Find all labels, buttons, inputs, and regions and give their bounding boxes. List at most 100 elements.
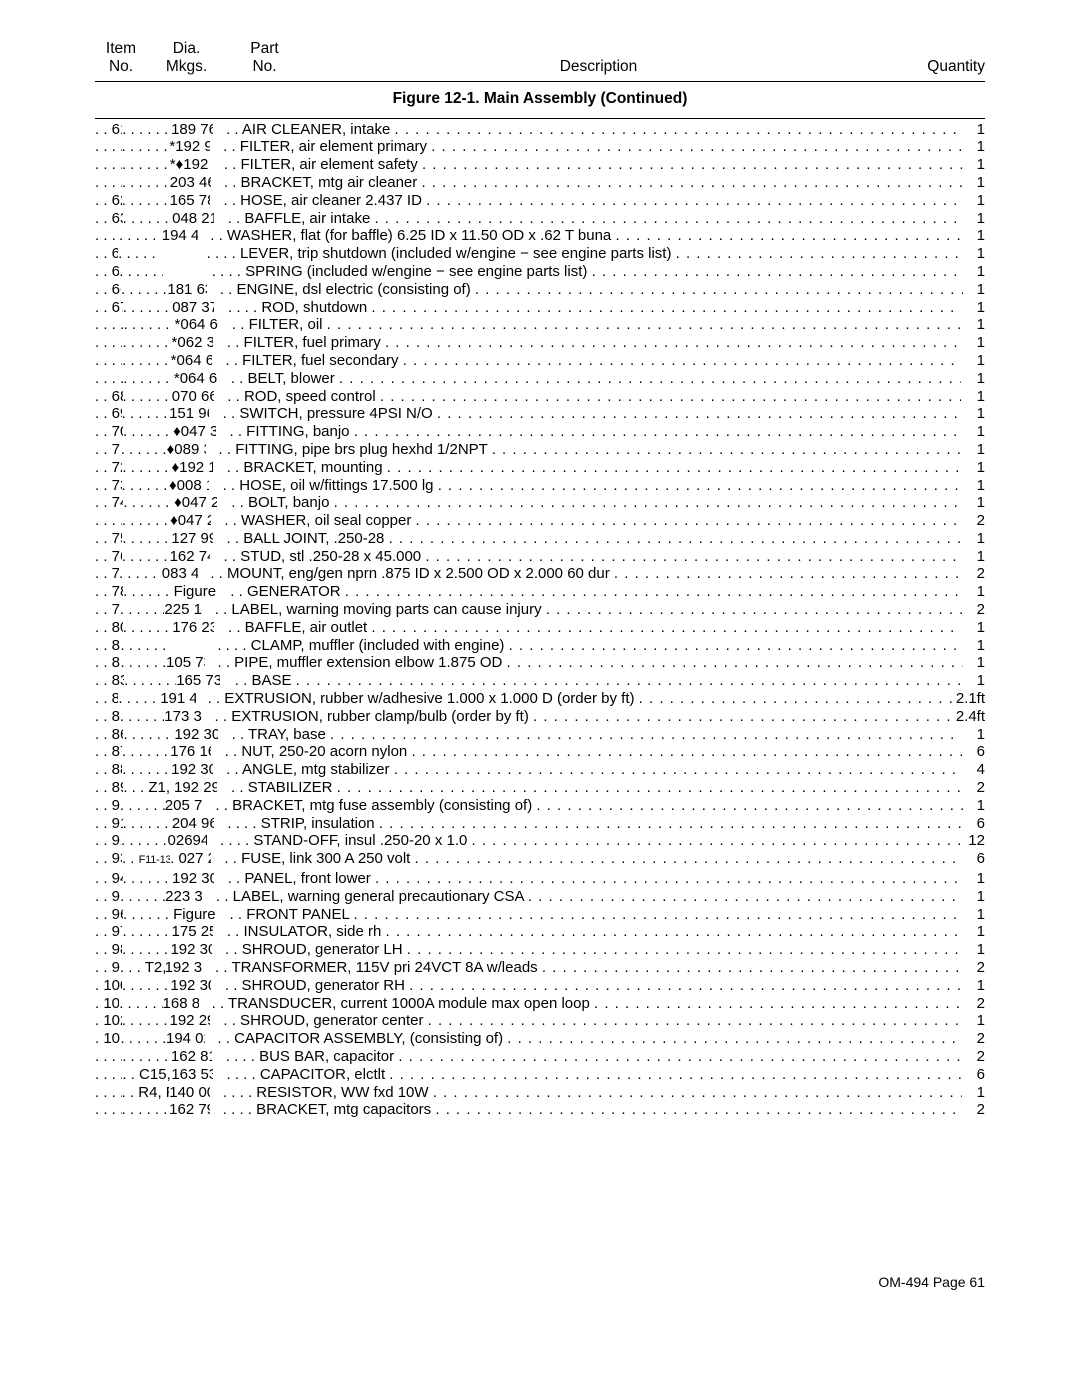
cell-qty: 1: [962, 156, 985, 174]
parts-row: . . . . . . . . . . . . . . . . . . . . …: [95, 227, 985, 245]
cell-part: 223 379: [165, 888, 203, 906]
cell-desc: . . SHROUD, generator LH . . . . . . . .…: [223, 941, 962, 959]
cell-qty: 1: [962, 1084, 985, 1102]
cell-dia: . . . . . . . . . . . . . . . . . . . . …: [119, 995, 162, 1013]
cell-sep: [207, 832, 218, 850]
cell-sep: [216, 906, 228, 924]
header-item-2: No.: [95, 58, 147, 76]
cell-desc: . . BRACKET, mtg air cleaner . . . . . .…: [222, 174, 962, 192]
cell-qty: 6: [961, 815, 985, 833]
parts-row: . . 80 . . . . . . . . . . . . . . . . .…: [95, 619, 985, 637]
cell-qty: 1: [964, 227, 985, 245]
cell-part: 162 817: [171, 1048, 212, 1066]
cell-part: ♦047 235: [170, 512, 211, 530]
cell-desc: . . FILTER, fuel secondary . . . . . . .…: [223, 352, 961, 370]
parts-row: . . . . . . . . . . . . . . . . . . . . …: [95, 334, 985, 352]
cell-qty: 1: [960, 316, 985, 334]
cell-item: . . 90 . . . . . . . . . . . . . . . . .…: [95, 797, 120, 815]
parts-row: . . 88 . . . . . . . . . . . . . . . . .…: [95, 761, 985, 779]
cell-desc: . . ENGINE, dsl electric (consisting of)…: [218, 281, 963, 299]
cell-item: . . 62 . . . . . . . . . . . . . . . . .…: [95, 192, 122, 210]
cell-desc: . . AIR CLEANER, intake . . . . . . . . …: [224, 121, 961, 139]
cell-desc: . . . . BUS BAR, capacitor . . . . . . .…: [224, 1048, 962, 1066]
cell-item: . . 93 . . . . . . . . . . . . . . . . .…: [95, 850, 122, 870]
cell-dia: . . R4, R6 . . . . . . . . . . . . . . .…: [122, 1084, 170, 1102]
cell-desc: . . STUD, stl .250-28 x 45.000 . . . . .…: [222, 548, 962, 566]
cell-sep: [202, 708, 213, 726]
cell-sep: [210, 138, 221, 156]
cell-part: [166, 637, 205, 655]
cell-qty: 1: [961, 299, 985, 317]
cell-dia: . . . . . . . . . . . . . . . . . . . . …: [123, 388, 172, 406]
cell-sep: [217, 370, 229, 388]
cell-part: 173 352: [164, 708, 202, 726]
cell-sep: [211, 156, 222, 174]
cell-qty: 1: [961, 334, 985, 352]
cell-item: . . 77 . . . . . . . . . . . . . . . . .…: [95, 565, 119, 583]
cell-qty: 2: [962, 512, 985, 530]
cell-qty: 2.1ft: [956, 690, 985, 708]
cell-item: . . 74 . . . . . . . . . . . . . . . . .…: [95, 494, 123, 512]
cell-sep: [210, 1101, 221, 1119]
cell-part: [163, 263, 200, 281]
parts-row: . . . . . . . . . . . . . . . . . . . . …: [95, 512, 985, 530]
cell-dia: . . . . . . . . . . . . . . . . . . . . …: [122, 174, 170, 192]
cell-item: . 102 . . . . . . . . . . . . . . . . . …: [95, 1012, 122, 1030]
cell-dia: . . . . . . . . . . . . . . . . . . . . …: [123, 583, 173, 601]
header-desc: Description: [307, 58, 890, 76]
cell-qty: 1: [962, 138, 985, 156]
parts-row: . . 81 . . . . . . . . . . . . . . . . .…: [95, 637, 985, 655]
cell-desc: . . BAFFLE, air intake . . . . . . . . .…: [226, 210, 961, 228]
cell-item: . . 66 . . . . . . . . . . . . . . . . .…: [95, 281, 121, 299]
cell-dia: . . . . . . . . . . . . . . . . . . . . …: [122, 923, 171, 941]
cell-sep: [213, 1066, 225, 1084]
cell-part: ♦047 361: [173, 423, 216, 441]
parts-row: . . 73 . . . . . . . . . . . . . . . . .…: [95, 477, 985, 495]
cell-dia: . . . Z1, Z2 . . . . . . . . . . . . . .…: [123, 779, 174, 797]
cell-dia: . . . . . . . . . . . . . . . . . . . . …: [122, 977, 170, 995]
cell-item: . . 81 . . . . . . . . . . . . . . . . .…: [95, 637, 120, 655]
cell-dia: . . . . . . . . . . . . . . . . . . . . …: [121, 281, 167, 299]
column-headers: Item No. Dia. Mkgs. Part No. Description…: [95, 40, 985, 82]
parts-row: . . 74 . . . . . . . . . . . . . . . . .…: [95, 494, 985, 512]
cell-item: . . 68 . . . . . . . . . . . . . . . . .…: [95, 388, 123, 406]
cell-part: 140 002: [169, 1084, 209, 1102]
cell-desc: . . LABEL, warning moving parts can caus…: [213, 601, 964, 619]
cell-item: . . 67 . . . . . . . . . . . . . . . . .…: [95, 299, 123, 317]
parts-row: . 100 . . . . . . . . . . . . . . . . . …: [95, 977, 985, 995]
cell-qty: 1: [965, 245, 985, 263]
cell-qty: 1: [961, 923, 985, 941]
cell-desc: . . FITTING, pipe brs plug hexhd 1/2NPT …: [217, 441, 963, 459]
cell-part: 204 965: [172, 815, 214, 833]
parts-row: . . 66 . . . . . . . . . . . . . . . . .…: [95, 281, 985, 299]
parts-row: . . 63 . . . . . . . . . . . . . . . . .…: [95, 210, 985, 228]
parts-row: . . 85 . . . . . . . . . . . . . . . . .…: [95, 708, 985, 726]
cell-part: 194 467: [162, 227, 198, 245]
cell-part: 083 476: [162, 565, 198, 583]
header-item-1: Item: [95, 40, 147, 58]
cell-item: . . 91 . . . . . . . . . . . . . . . . .…: [95, 815, 123, 833]
parts-row: . . 84 . . . . . . . . . . . . . . . . .…: [95, 690, 985, 708]
parts-row: . . 94 . . . . . . . . . . . . . . . . .…: [95, 870, 985, 888]
cell-desc: . . TRAY, base . . . . . . . . . . . . .…: [230, 726, 961, 744]
cell-dia: . . . . . . . . . . . . . . . . . . . . …: [120, 797, 165, 815]
parts-row: . . 99 . . . . . . . . . . . . . . . . .…: [95, 959, 985, 977]
cell-item: . . . . . . . . . . . . . . . . . . . .: [95, 156, 122, 174]
cell-dia: . . . . . . . . . . . . . . . . . . . . …: [123, 423, 173, 441]
parts-row: . . 98 . . . . . . . . . . . . . . . . .…: [95, 941, 985, 959]
cell-dia: . . . . . . . . . . . . . . . . . . . . …: [122, 459, 171, 477]
cell-item: . . . . . . . . . . . . . . . . . . . .: [95, 352, 122, 370]
cell-qty: 2: [962, 1101, 985, 1119]
cell-qty: 1: [962, 174, 985, 192]
cell-dia: . . . . . . . . . . . . . . . . . . . . …: [122, 1048, 171, 1066]
cell-part: 176 236: [172, 619, 214, 637]
cell-part: 192 371: [165, 959, 203, 977]
cell-sep: [220, 672, 232, 690]
cell-item: . . 86 . . . . . . . . . . . . . . . . .…: [95, 726, 123, 744]
cell-dia: . . . . . . . . . . . . . . . . . . . . …: [118, 690, 160, 708]
header-part-1: Part: [222, 40, 307, 58]
cell-sep: [216, 583, 228, 601]
cell-desc: . . PANEL, front lower . . . . . . . . .…: [226, 870, 961, 888]
cell-dia: . . . . . . . . . . . . . . . . . . . . …: [122, 477, 169, 495]
parts-row: . . 83 . . . . . . . . . . . . . . . . .…: [95, 672, 985, 690]
